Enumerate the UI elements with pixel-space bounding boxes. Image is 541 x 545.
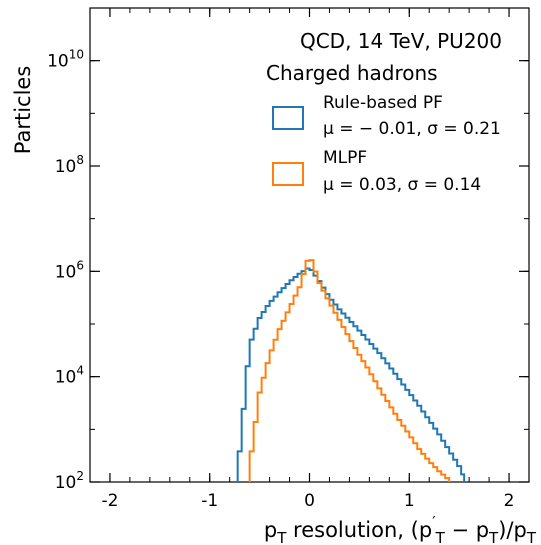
series-mlpf-line [248,259,451,482]
x-tick-label: 0 [304,491,315,511]
x-tick-label: 1 [404,491,415,511]
y-tick-label: 106 [55,258,84,282]
y-tick-label: 1010 [47,48,84,72]
legend-stats-mlpf: μ = 0.03, σ = 0.14 [323,175,481,195]
legend-stats-rule-based-pf: μ = − 0.01, σ = 0.21 [323,119,501,139]
y-tick-label: 108 [55,153,84,177]
legend-label-mlpf: MLPF [323,148,367,168]
y-tick-label: 102 [55,469,84,493]
series-rule-based-pf-line [236,267,466,482]
legend-swatch-rule-based-pf [272,106,304,130]
legend: Rule-based PF μ = − 0.01, σ = 0.21 MLPF … [272,93,501,195]
y-axis: 102 104 106 108 1010 [47,7,529,493]
x-tick-label: -2 [101,491,118,511]
legend-label-rule-based-pf: Rule-based PF [323,93,443,113]
x-tick-label: -1 [201,491,218,511]
x-tick-label: 2 [504,491,515,511]
series-group [236,259,466,482]
annotation-particles: Charged hadrons [266,61,438,85]
x-axis: -2 -1 0 1 2 [89,8,530,511]
y-tick-label: 104 [55,364,84,388]
legend-swatch-mlpf [272,162,304,186]
x-axis-label: pT resolution, (p′T − pT)/pT [264,513,537,545]
y-axis-label: Particles [11,66,35,155]
annotation-process: QCD, 14 TeV, PU200 [300,29,502,53]
